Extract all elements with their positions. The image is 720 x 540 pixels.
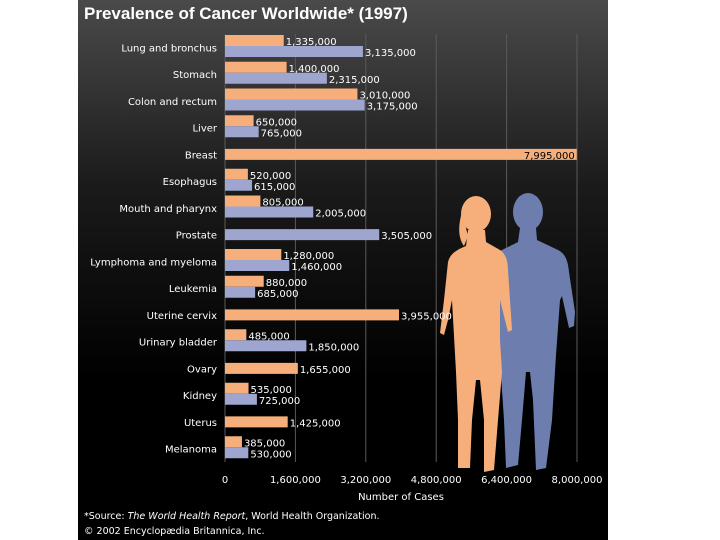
female-value-label: 3,955,000 [401,311,452,322]
female-value-label: 3,010,000 [359,91,410,102]
category-label: Lung and bronchus [121,43,217,54]
male-bar [225,340,307,352]
female-value-label: 1,400,000 [289,64,340,75]
male-bar [225,126,259,138]
x-tick-label: 6,400,000 [481,475,532,486]
female-value-label: 1,335,000 [286,37,337,48]
female-value-label: 650,000 [256,117,297,128]
male-value-label: 725,000 [259,396,300,407]
male-value-label: 2,315,000 [329,75,380,86]
female-bar [225,329,247,341]
female-bar [225,249,282,260]
female-value-label: 385,000 [244,438,285,449]
female-bar [225,61,287,73]
x-axis-label: Number of Cases [358,492,444,503]
female-value-label: 880,000 [266,278,307,289]
x-tick-label: 1,600,000 [270,475,321,486]
female-value-label: 520,000 [250,171,291,182]
female-value-label: 1,280,000 [283,251,334,262]
source-title: The World Health Report [127,511,246,522]
female-value-label: 535,000 [251,385,292,396]
male-value-label: 3,175,000 [367,102,418,113]
category-label: Urinary bladder [139,338,218,349]
male-bar [225,72,327,84]
male-bar [225,179,253,191]
category-label: Esophagus [163,177,217,188]
category-label: Uterine cervix [147,311,217,322]
male-bar [225,260,290,271]
x-tick-label: 4,800,000 [411,475,462,486]
male-bar [225,229,380,241]
female-bar [225,309,400,321]
male-value-label: 615,000 [254,182,295,193]
female-bar [225,275,264,287]
female-value-label: 1,425,000 [290,418,341,429]
male-value-label: 3,135,000 [365,48,416,59]
source-suffix: , World Health Organization. [245,511,380,522]
female-bar [225,436,242,448]
female-bar [225,35,284,46]
female-bar [225,115,254,127]
female-value-label: 7,995,000 [524,151,575,162]
female-bar [225,382,249,394]
female-bar [225,168,248,180]
category-label: Stomach [173,70,217,81]
male-value-label: 685,000 [257,289,298,300]
category-label: Ovary [187,364,217,375]
category-label: Leukemia [169,284,217,295]
category-label: Kidney [183,391,217,402]
male-bar [225,46,363,57]
category-label: Breast [185,150,217,161]
category-label: Uterus [184,418,217,429]
female-bar [225,416,288,428]
copyright-note: © 2002 Encyclopædia Britannica, Inc. [84,526,265,537]
female-bar [225,362,298,374]
male-value-label: 765,000 [261,128,302,139]
source-prefix: *Source: [84,511,128,522]
x-axis-ticks: 0 1,600,000 3,200,000 4,800,000 6,400,000 8,0… [222,475,603,486]
category-label: Mouth and pharynx [119,204,217,215]
male-value-label: 1,460,000 [291,262,342,273]
male-bar [225,393,257,405]
male-bar [225,447,249,459]
human-silhouettes [440,193,575,472]
category-label: Colon and rectum [128,97,217,108]
female-bar [225,148,577,160]
male-bar [225,206,314,218]
female-value-label: 485,000 [248,331,289,342]
x-tick-label: 0 [222,475,228,486]
male-bar [225,286,256,298]
category-labels: Lung and bronchus Stomach Colon and rectum… [90,43,218,455]
male-value-label: 2,005,000 [315,209,366,220]
female-value-label: 1,655,000 [300,365,351,376]
category-label: Prostate [176,231,217,242]
category-label: Liver [192,124,217,135]
female-bar [225,195,261,207]
female-bar [225,88,358,100]
male-value-label: 1,850,000 [308,342,359,353]
female-value-label: 805,000 [262,198,303,209]
chart-title: Prevalence of Cancer Worldwide* (1997) [84,4,408,23]
male-bar [225,99,365,111]
x-tick-label: 8,000,000 [552,475,603,486]
source-note: *Source: The World Health Report, World … [84,511,380,522]
male-value-label: 530,000 [250,449,291,460]
male-value-label: 3,505,000 [381,231,432,242]
x-tick-label: 3,200,000 [340,475,391,486]
category-label: Lymphoma and myeloma [90,257,217,268]
female-silhouette [440,196,512,472]
category-label: Melanoma [165,445,217,456]
bars [225,35,577,459]
